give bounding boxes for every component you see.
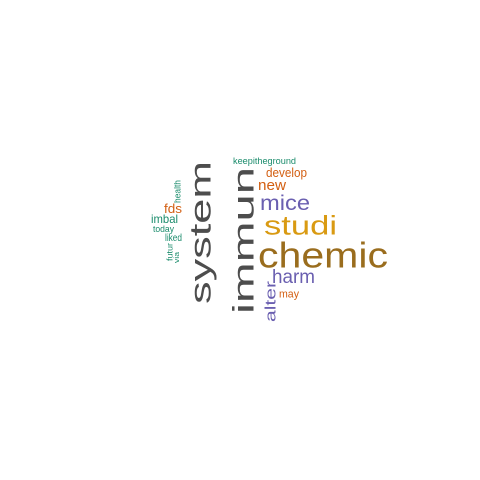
word-keepitheground: keepitheground (233, 155, 296, 166)
word-studi: studi (264, 211, 337, 241)
word-develop: develop (266, 164, 307, 181)
word-new: new (258, 177, 286, 194)
word-mice: mice (260, 191, 310, 215)
word-chemic: chemic (258, 236, 388, 276)
word-may: may (279, 288, 299, 301)
word-alter: alter (262, 281, 279, 322)
word-liked: liked (165, 231, 182, 243)
word-via: via (174, 252, 181, 263)
word-system: system (183, 161, 218, 304)
word-immun: immun (226, 167, 260, 314)
word-health: health (174, 180, 183, 203)
word-fds: fds (164, 201, 182, 216)
word-harm: harm (272, 267, 315, 288)
word-imbal: imbal (151, 212, 178, 226)
word-today: today (153, 223, 174, 234)
